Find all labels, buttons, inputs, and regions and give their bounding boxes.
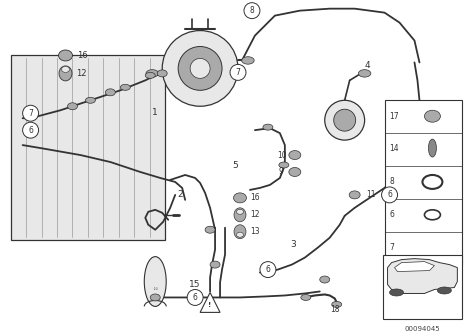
Circle shape — [244, 3, 260, 19]
Ellipse shape — [289, 167, 301, 176]
Text: 12: 12 — [250, 210, 259, 219]
Text: 11: 11 — [366, 190, 376, 199]
Ellipse shape — [263, 124, 273, 130]
Ellipse shape — [234, 193, 246, 203]
Ellipse shape — [210, 261, 220, 268]
Circle shape — [334, 109, 356, 131]
Circle shape — [187, 290, 203, 305]
Text: 18: 18 — [330, 305, 339, 314]
Ellipse shape — [279, 162, 289, 168]
Text: ◦◦: ◦◦ — [152, 288, 158, 293]
Text: 4: 4 — [365, 61, 370, 70]
Circle shape — [382, 187, 398, 203]
Circle shape — [230, 64, 246, 80]
Text: 1: 1 — [152, 108, 158, 117]
Ellipse shape — [237, 209, 244, 214]
Ellipse shape — [424, 110, 440, 122]
Ellipse shape — [349, 191, 360, 199]
Text: !: ! — [209, 302, 212, 308]
Polygon shape — [200, 293, 220, 312]
Ellipse shape — [120, 85, 130, 90]
Bar — [11, 55, 165, 240]
Ellipse shape — [105, 89, 115, 96]
Ellipse shape — [62, 66, 70, 72]
Ellipse shape — [59, 66, 72, 81]
Text: 6: 6 — [387, 190, 392, 199]
Circle shape — [23, 122, 38, 138]
Text: 6: 6 — [265, 265, 270, 274]
Circle shape — [178, 46, 222, 90]
Ellipse shape — [390, 289, 403, 296]
Text: 7: 7 — [28, 109, 33, 118]
Circle shape — [325, 100, 365, 140]
Text: 15: 15 — [190, 280, 201, 289]
Circle shape — [23, 105, 38, 121]
Polygon shape — [388, 259, 457, 294]
Text: 10: 10 — [277, 151, 286, 160]
Ellipse shape — [320, 276, 330, 283]
Text: 9: 9 — [279, 167, 284, 176]
Text: 6: 6 — [28, 126, 33, 135]
Ellipse shape — [150, 294, 160, 301]
Text: 12: 12 — [76, 69, 87, 78]
Text: 3: 3 — [290, 240, 296, 249]
Ellipse shape — [358, 70, 371, 77]
Text: 6: 6 — [390, 210, 394, 219]
Text: 00094045: 00094045 — [405, 326, 440, 332]
Text: 8: 8 — [390, 177, 394, 186]
Text: 5: 5 — [232, 161, 238, 170]
Bar — [383, 255, 462, 319]
Text: 8: 8 — [250, 6, 255, 15]
Text: 17: 17 — [390, 112, 399, 121]
Ellipse shape — [234, 225, 246, 239]
Text: 7: 7 — [390, 243, 394, 252]
Ellipse shape — [205, 226, 215, 233]
Circle shape — [190, 58, 210, 78]
Ellipse shape — [234, 208, 246, 222]
Ellipse shape — [265, 268, 275, 275]
Ellipse shape — [145, 72, 155, 78]
Ellipse shape — [301, 295, 311, 301]
Text: 2: 2 — [177, 190, 183, 199]
Bar — [384, 100, 462, 265]
Text: 13: 13 — [250, 227, 260, 236]
Ellipse shape — [67, 103, 77, 110]
Polygon shape — [394, 262, 434, 272]
Ellipse shape — [85, 97, 95, 103]
Ellipse shape — [332, 302, 342, 307]
Ellipse shape — [144, 257, 166, 306]
Text: 16: 16 — [250, 193, 260, 202]
Text: 16: 16 — [77, 51, 88, 60]
Ellipse shape — [58, 50, 73, 61]
Ellipse shape — [146, 70, 158, 77]
Text: 14: 14 — [390, 144, 399, 153]
Circle shape — [260, 262, 276, 278]
Ellipse shape — [157, 70, 167, 77]
Ellipse shape — [428, 139, 437, 157]
Ellipse shape — [289, 151, 301, 160]
Text: 7: 7 — [236, 68, 240, 77]
Ellipse shape — [242, 57, 254, 64]
Circle shape — [162, 31, 238, 106]
Ellipse shape — [438, 287, 451, 294]
Ellipse shape — [237, 232, 244, 237]
Text: 6: 6 — [193, 293, 198, 302]
